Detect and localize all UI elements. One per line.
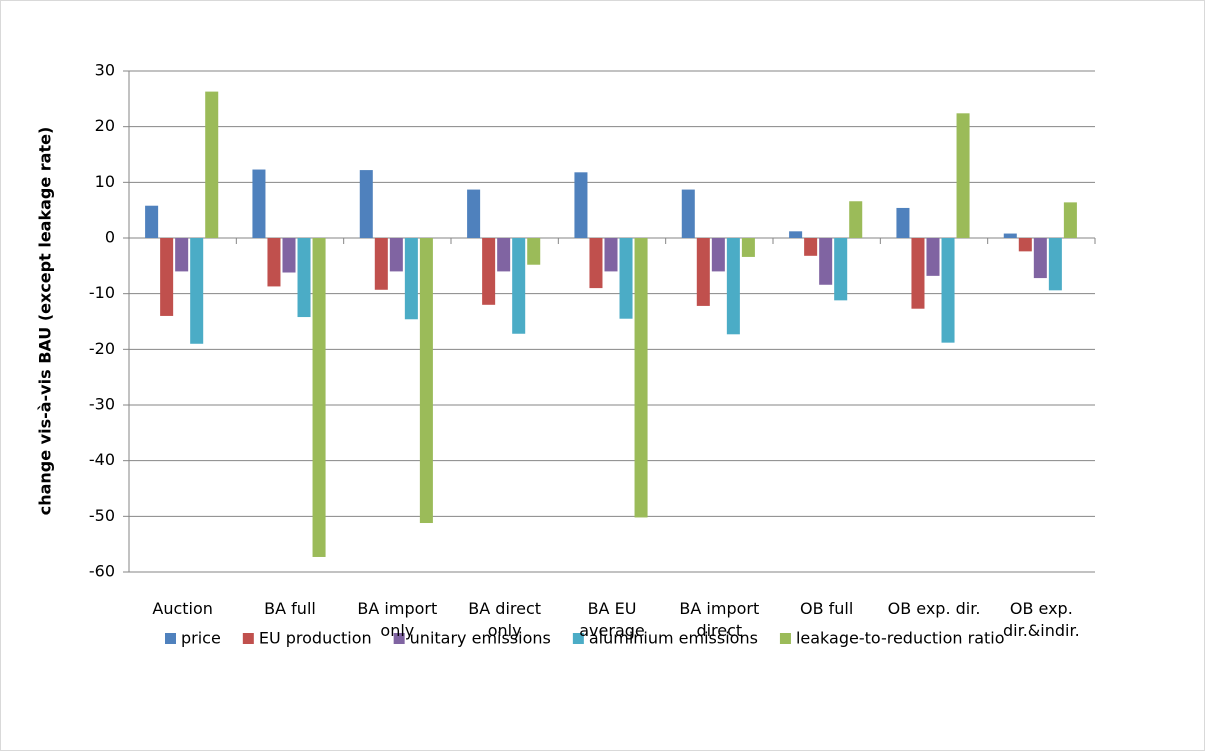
x-tick-label: Auction bbox=[152, 599, 213, 618]
bar bbox=[726, 238, 740, 335]
legend-label: leakage-to-reduction ratio bbox=[796, 629, 1005, 648]
bar bbox=[145, 205, 159, 238]
legend-label: price bbox=[181, 629, 221, 648]
bar bbox=[941, 238, 955, 343]
y-tick-label: -30 bbox=[89, 395, 115, 414]
legend-swatch bbox=[165, 633, 176, 644]
bar bbox=[190, 238, 204, 344]
y-tick-label: 20 bbox=[95, 116, 115, 135]
bar bbox=[819, 238, 833, 285]
y-tick-label: -60 bbox=[89, 562, 115, 581]
bar bbox=[1033, 238, 1047, 279]
bar bbox=[681, 189, 695, 238]
legend-swatch bbox=[242, 633, 254, 644]
bar bbox=[205, 91, 219, 238]
x-tick-label: OB exp. dir.&indir. bbox=[1003, 599, 1080, 640]
y-tick-label: -50 bbox=[89, 506, 115, 525]
legend-label: EU production bbox=[259, 629, 372, 648]
bar bbox=[267, 238, 281, 287]
x-tick-label: BA import only bbox=[357, 599, 438, 640]
legend-label: unitary emissions bbox=[410, 629, 551, 648]
y-tick-label: 30 bbox=[95, 61, 115, 80]
bar bbox=[589, 238, 603, 289]
bar bbox=[926, 238, 940, 276]
bar bbox=[389, 238, 403, 272]
bar bbox=[404, 238, 418, 320]
bar bbox=[834, 238, 848, 301]
x-tick-label: OB full bbox=[799, 599, 854, 618]
bar bbox=[297, 238, 311, 318]
bar bbox=[789, 231, 803, 238]
bar bbox=[160, 238, 174, 316]
x-tick-label: BA full bbox=[264, 599, 316, 618]
y-tick-label: -20 bbox=[89, 339, 115, 358]
bar bbox=[741, 238, 755, 257]
bar bbox=[804, 238, 818, 256]
bar bbox=[282, 238, 296, 273]
bar bbox=[696, 238, 710, 306]
bar bbox=[175, 238, 189, 272]
y-tick-label: -40 bbox=[89, 450, 115, 469]
bar bbox=[1063, 202, 1077, 238]
bar bbox=[312, 238, 326, 557]
bar bbox=[956, 113, 970, 238]
bar bbox=[497, 238, 511, 272]
bar bbox=[634, 238, 648, 518]
bar bbox=[574, 172, 588, 238]
bar bbox=[619, 238, 633, 319]
bar bbox=[527, 238, 541, 265]
x-tick-label: BA import direct bbox=[679, 599, 760, 640]
y-tick-label: 0 bbox=[105, 228, 115, 247]
y-axis-label: change vis-à-vis BAU (except leakage rat… bbox=[36, 127, 55, 516]
x-tick-label: BA direct only bbox=[468, 599, 542, 640]
bar bbox=[419, 238, 433, 524]
bar bbox=[512, 238, 526, 334]
bar bbox=[911, 238, 925, 309]
bar bbox=[252, 169, 266, 238]
bar bbox=[849, 201, 863, 238]
legend-label: aluminium emissions bbox=[589, 629, 758, 648]
legend-swatch bbox=[779, 633, 791, 644]
bar bbox=[359, 170, 373, 238]
bar bbox=[467, 189, 481, 238]
bar bbox=[482, 238, 496, 305]
x-tick-label: BA EU average bbox=[579, 599, 645, 640]
legend-swatch bbox=[393, 633, 405, 644]
bar bbox=[711, 238, 725, 272]
bar bbox=[1048, 238, 1062, 291]
x-tick-label: OB exp. dir. bbox=[887, 599, 981, 618]
legend-swatch bbox=[572, 633, 584, 644]
y-tick-label: 10 bbox=[95, 172, 115, 191]
bar bbox=[1003, 233, 1017, 238]
bar bbox=[604, 238, 618, 272]
bar bbox=[1018, 238, 1032, 252]
bar bbox=[896, 207, 910, 238]
bar bbox=[374, 238, 388, 290]
y-tick-label: -10 bbox=[89, 283, 115, 302]
